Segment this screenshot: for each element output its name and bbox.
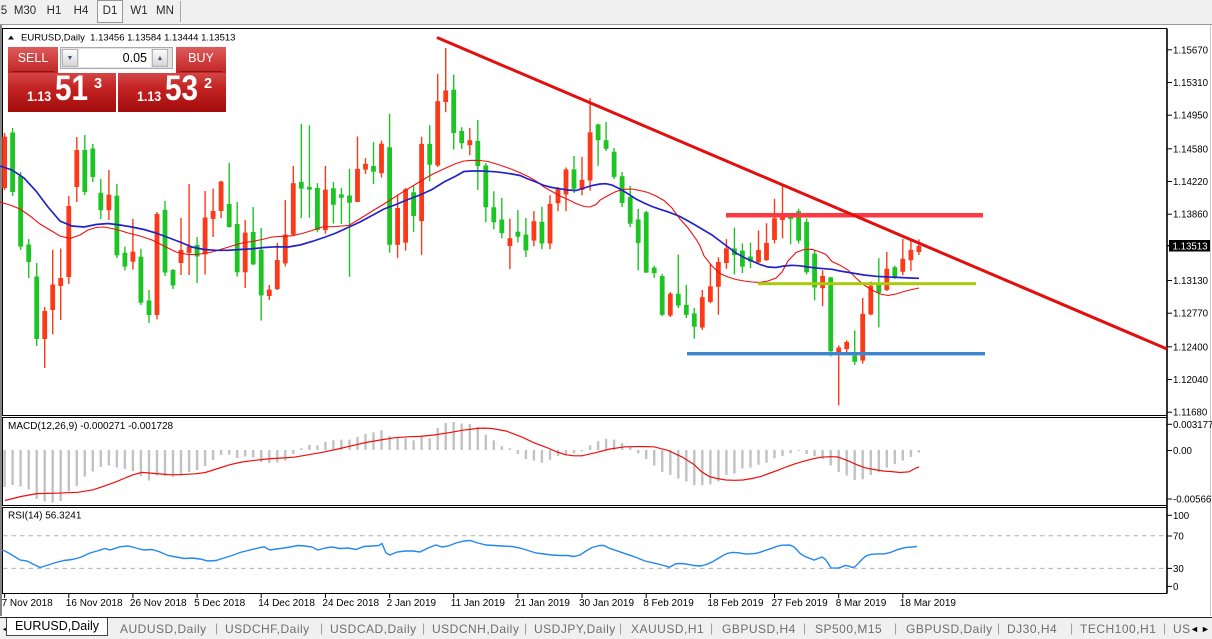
svg-text:21 Jan 2019: 21 Jan 2019 (515, 598, 570, 609)
svg-text:1.14950: 1.14950 (1173, 111, 1209, 122)
svg-text:1.15310: 1.15310 (1173, 78, 1209, 89)
svg-text:26 Nov 2018: 26 Nov 2018 (130, 598, 187, 609)
svg-text:0.003177: 0.003177 (1173, 420, 1212, 431)
svg-text:18 Feb 2019: 18 Feb 2019 (707, 598, 764, 609)
svg-text:EURUSD,Daily 1.13456 1.13584: EURUSD,Daily 1.13456 1.13584 1.13444 1.1… (21, 33, 235, 44)
svg-text:100: 100 (1173, 511, 1190, 522)
svg-text:18 Mar 2019: 18 Mar 2019 (900, 598, 957, 609)
svg-text:8 Mar 2019: 8 Mar 2019 (836, 598, 887, 609)
svg-text:11 Jan 2019: 11 Jan 2019 (451, 598, 506, 609)
svg-text:1.12400: 1.12400 (1173, 342, 1209, 353)
svg-text:30: 30 (1173, 564, 1184, 575)
svg-text:70: 70 (1173, 532, 1184, 543)
svg-text:1.13513: 1.13513 (1173, 242, 1208, 253)
svg-text:0.00: 0.00 (1173, 446, 1192, 457)
svg-text:1.14220: 1.14220 (1173, 177, 1209, 188)
svg-text:1.13860: 1.13860 (1173, 210, 1209, 221)
svg-text:30 Jan 2019: 30 Jan 2019 (579, 598, 634, 609)
svg-text:0: 0 (1173, 582, 1179, 593)
svg-text:1.15670: 1.15670 (1173, 45, 1209, 56)
svg-text:27 Feb 2019: 27 Feb 2019 (772, 598, 829, 609)
svg-text:1.12770: 1.12770 (1173, 309, 1209, 320)
svg-text:1.13130: 1.13130 (1173, 276, 1209, 287)
svg-text:7 Nov 2018: 7 Nov 2018 (2, 598, 54, 609)
svg-text:14 Dec 2018: 14 Dec 2018 (258, 598, 315, 609)
svg-text:24 Dec 2018: 24 Dec 2018 (322, 598, 379, 609)
svg-text:1.14580: 1.14580 (1173, 144, 1209, 155)
svg-text:MACD(12,26,9) -0.000271 -0.001: MACD(12,26,9) -0.000271 -0.001728 (8, 421, 174, 432)
svg-text:RSI(14) 56.3241: RSI(14) 56.3241 (8, 511, 82, 522)
svg-text:16 Nov 2018: 16 Nov 2018 (66, 598, 123, 609)
svg-text:1.12040: 1.12040 (1173, 375, 1209, 386)
svg-text:8 Feb 2019: 8 Feb 2019 (643, 598, 694, 609)
svg-text:-0.005667: -0.005667 (1173, 495, 1212, 506)
svg-text:2 Jan 2019: 2 Jan 2019 (387, 598, 437, 609)
svg-text:1.11680: 1.11680 (1173, 408, 1208, 419)
svg-text:5 Dec 2018: 5 Dec 2018 (194, 598, 246, 609)
